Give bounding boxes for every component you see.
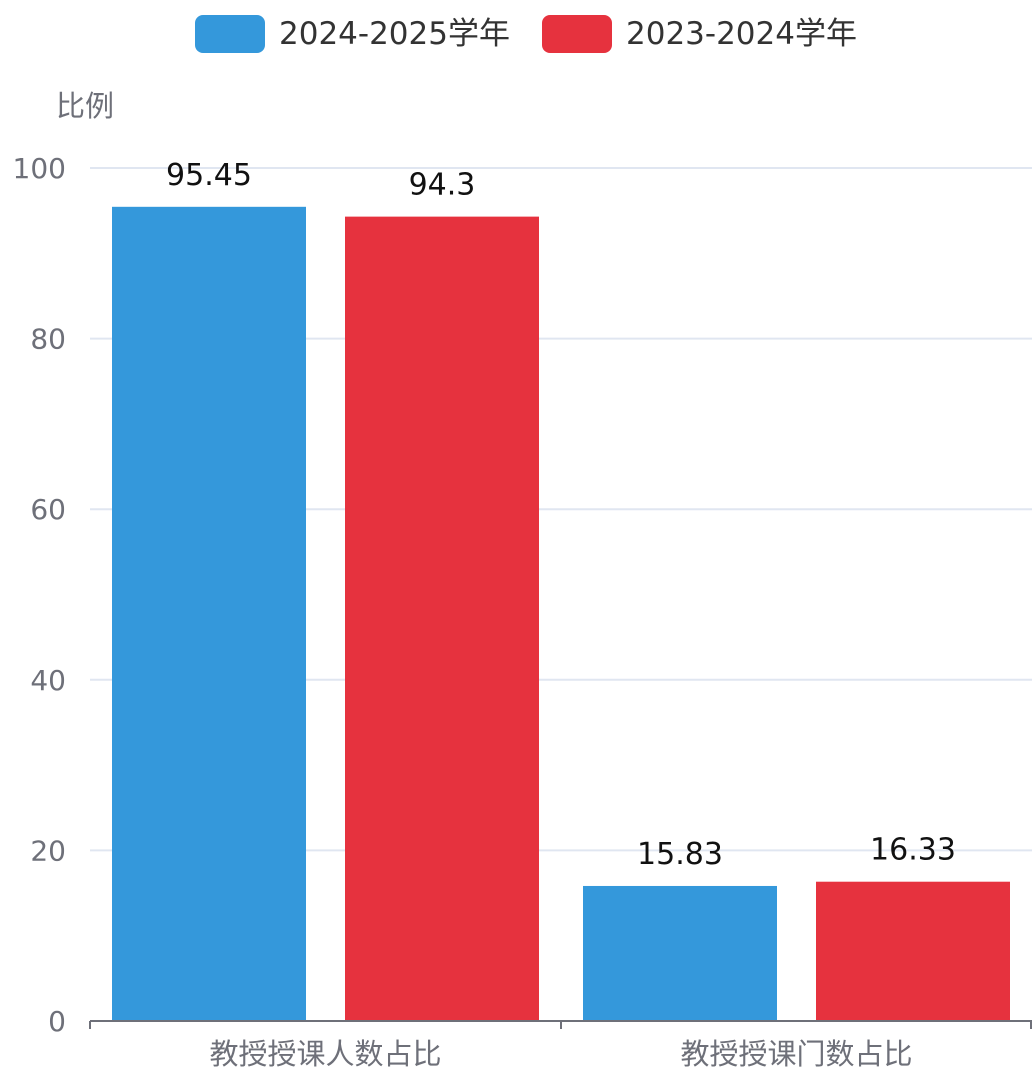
y-tick-label: 0 (48, 1005, 66, 1038)
legend-swatch (195, 15, 265, 53)
bar[interactable] (345, 216, 539, 1022)
data-label: 16.33 (870, 833, 956, 868)
legend-label: 2024-2025学年 (279, 16, 510, 52)
y-tick-label: 40 (30, 664, 66, 697)
x-tick-label: 教授授课人数占比 (209, 1037, 441, 1071)
legend-swatch (542, 15, 612, 53)
y-axis-ticks: 0 20 40 60 80 100 (13, 152, 66, 1038)
y-tick-label: 20 (30, 834, 66, 867)
legend-item-2024-2025[interactable]: 2024-2025学年 (195, 15, 510, 53)
legend: 2024-2025学年 2023-2024学年 (195, 15, 857, 53)
bars (112, 206, 1010, 1022)
data-label: 94.3 (409, 168, 476, 203)
x-axis: 教授授课人数占比 教授授课门数占比 (89, 1020, 1032, 1071)
legend-label: 2023-2024学年 (626, 16, 857, 52)
bar[interactable] (816, 881, 1010, 1021)
y-tick-label: 100 (13, 152, 66, 185)
y-tick-label: 60 (30, 493, 66, 526)
bar[interactable] (112, 206, 306, 1021)
data-labels: 95.45 94.3 15.83 16.33 (166, 158, 956, 872)
bar[interactable] (583, 885, 777, 1021)
data-label: 15.83 (637, 837, 723, 872)
x-tick-label: 教授授课门数占比 (680, 1037, 912, 1071)
y-axis-title: 比例 (56, 89, 114, 123)
y-tick-label: 80 (30, 323, 66, 356)
data-label: 95.45 (166, 158, 252, 193)
legend-item-2023-2024[interactable]: 2023-2024学年 (542, 15, 857, 53)
